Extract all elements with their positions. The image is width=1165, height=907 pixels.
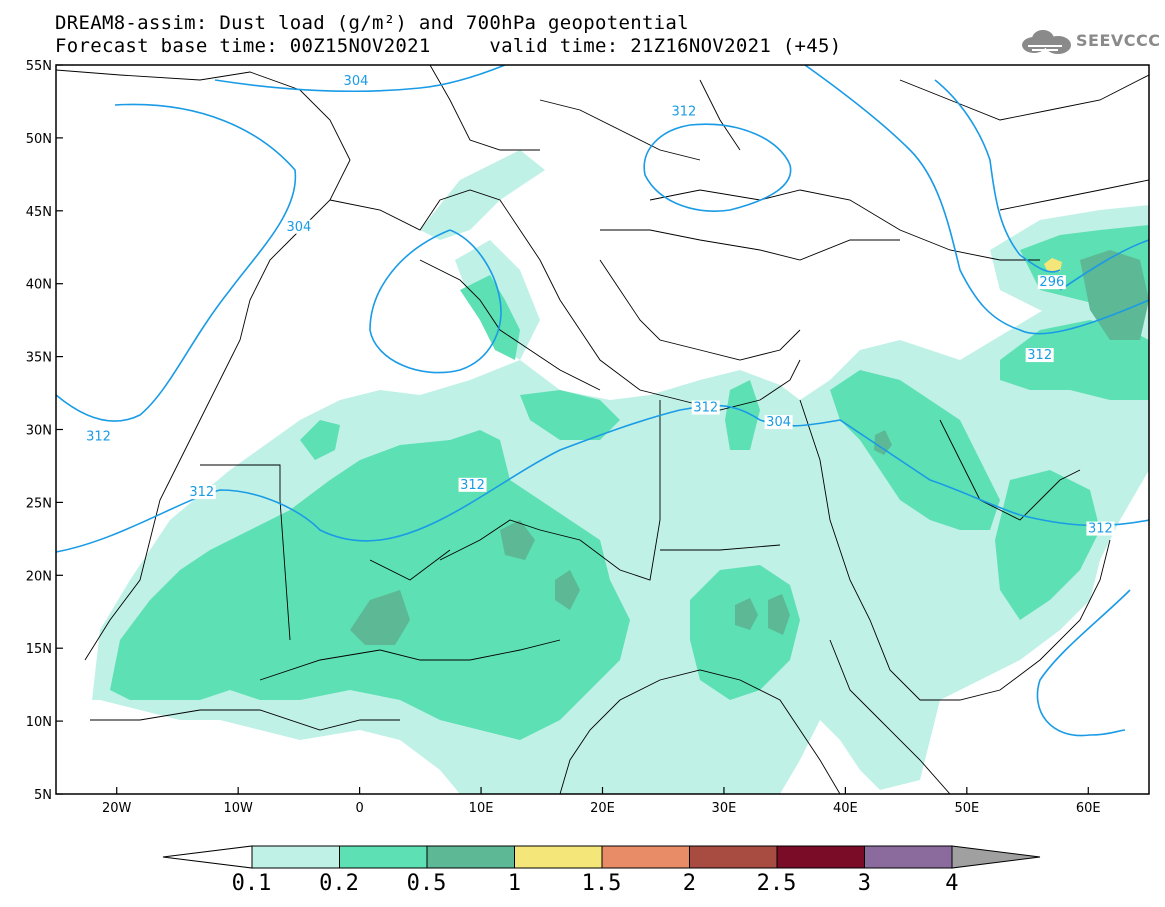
colorbar-swatch (426, 845, 515, 869)
lon-tick-label: 0 (355, 801, 363, 816)
lat-tick-label: 55N (26, 59, 52, 74)
forecast-time-line: Forecast base time: 00Z15NOV2021 valid t… (55, 35, 842, 57)
seevccc-logo-text: SEEVCCC (1076, 31, 1161, 50)
lat-tick-label: 40N (26, 278, 52, 293)
contour-label: 296 (1039, 275, 1064, 290)
lat-tick-label: 35N (26, 351, 52, 366)
coastlines (56, 65, 1149, 794)
contour-label: 312 (460, 478, 485, 493)
colorbar-tick-label: 1 (507, 871, 521, 896)
colorbar-tick-label: 2 (682, 871, 696, 896)
contour-label: 304 (766, 415, 791, 430)
colorbar-swatch (339, 845, 428, 869)
contour-label: 312 (86, 430, 111, 445)
colorbar-tick-label: 1.5 (581, 871, 622, 896)
lon-tick-label: 10E (469, 801, 494, 816)
contour-label-bg (691, 400, 720, 415)
colorbar-tick-label: 0.2 (319, 871, 359, 896)
lat-tick-label: 20N (26, 569, 52, 584)
lon-tick-label: 60E (1076, 801, 1101, 816)
geopotential-contours (56, 65, 1149, 737)
cloud-logo-icon (1022, 30, 1071, 54)
lat-tick-label: 25N (26, 496, 52, 511)
colorbar-swatch (601, 845, 690, 869)
colorbar-under-triangle (162, 845, 253, 869)
lon-tick-label: 30E (712, 801, 737, 816)
lat-tick-label: 10N (26, 715, 52, 730)
lon-tick-label: 20W (102, 801, 132, 816)
colorbar-tick-label: 4 (945, 871, 959, 896)
dust-shading-0p5 (350, 250, 1149, 645)
contour-label-bg (764, 415, 793, 430)
contour-label: 312 (1027, 348, 1052, 363)
colorbar-tick-label: 3 (857, 871, 871, 896)
contour-label-bg (341, 73, 370, 88)
lat-tick-label: 5N (34, 788, 52, 803)
contour-label-bg (84, 429, 113, 444)
lon-tick-label: 40E (833, 801, 858, 816)
lat-tick-label: 15N (26, 642, 52, 657)
contour-label-bg (1025, 348, 1054, 363)
lon-tick-label: 50E (954, 801, 979, 816)
dust-shading-1 (1044, 258, 1062, 272)
contour-label-bg (187, 485, 216, 500)
contour-label: 312 (671, 105, 696, 120)
colorbar-tick-label: 0.5 (406, 871, 447, 896)
colorbar-tick-label: 2.5 (756, 871, 797, 896)
contour-label-bg (1037, 275, 1066, 290)
contour-label-bg (284, 219, 313, 234)
colorbar-swatch (251, 845, 340, 869)
map-title: DREAM8-assim: Dust load (g/m²) and 700hP… (55, 12, 689, 34)
contour-label-bg (669, 104, 698, 119)
contour-label: 304 (286, 220, 311, 235)
colorbar-swatch (776, 845, 865, 869)
lat-tick-label: 30N (26, 424, 52, 439)
contour-label: 304 (344, 74, 369, 89)
colorbar-over-triangle (951, 845, 1041, 869)
colorbar-swatch (864, 845, 953, 869)
lon-tick-label: 10W (223, 801, 253, 816)
contour-label: 312 (1088, 522, 1113, 537)
lat-tick-label: 50N (26, 132, 52, 147)
colorbar-swatch (689, 845, 778, 869)
contour-label: 312 (693, 401, 718, 416)
contour-label-bg (458, 477, 487, 492)
colorbar-tick-label: 0.1 (231, 871, 272, 896)
contour-label-bg (1086, 521, 1115, 536)
colorbar (162, 845, 1041, 869)
colorbar-swatch (514, 845, 603, 869)
lon-tick-label: 20E (590, 801, 615, 816)
contour-label: 312 (189, 485, 214, 500)
lat-tick-label: 45N (26, 205, 52, 220)
